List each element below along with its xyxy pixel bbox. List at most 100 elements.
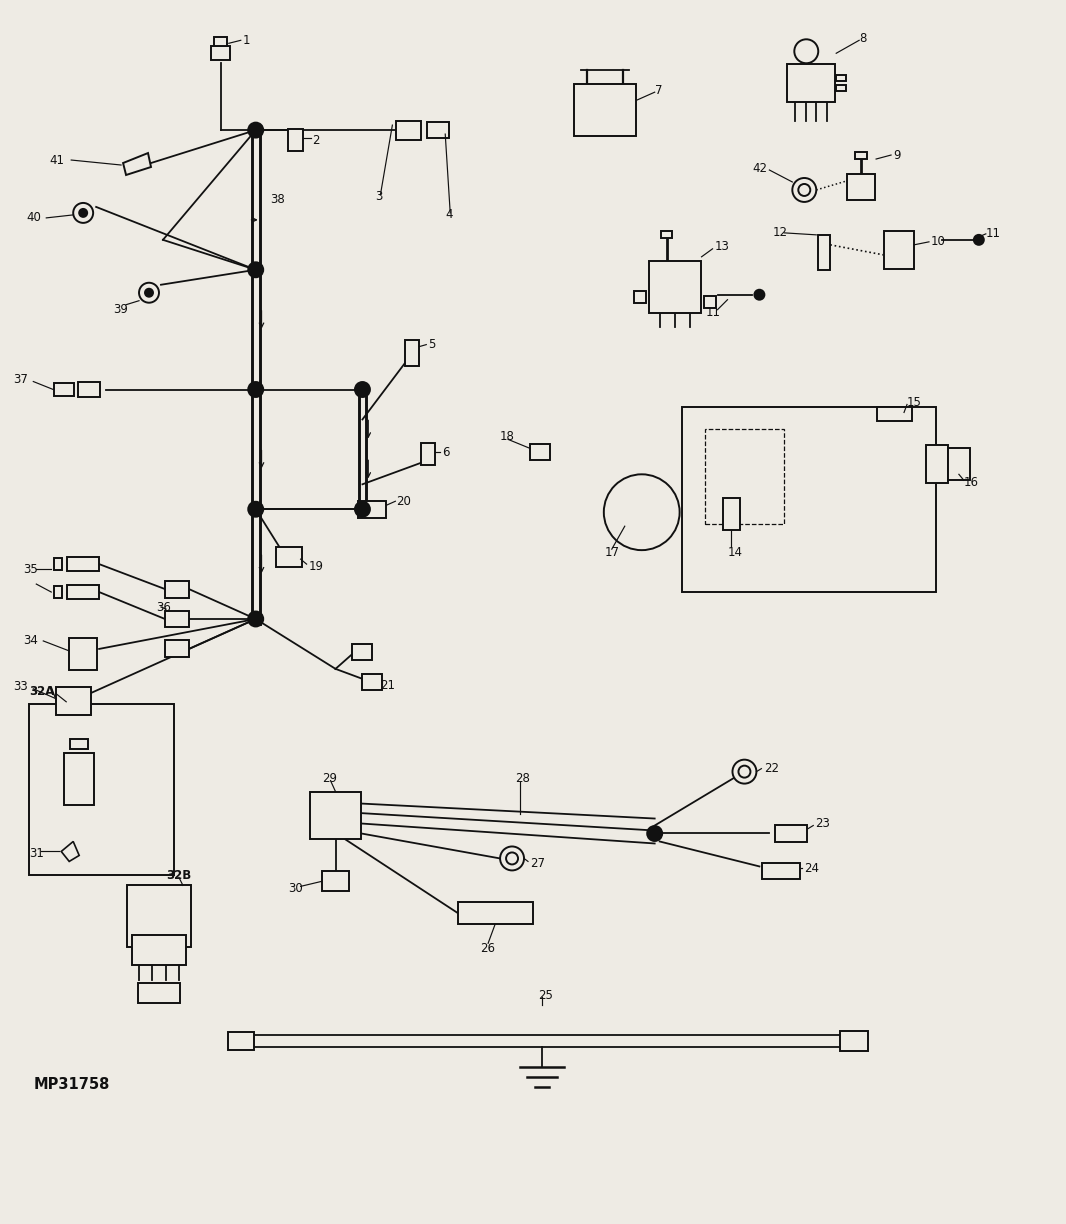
Bar: [574, 84, 635, 136]
Bar: [649, 261, 700, 312]
Bar: [704, 296, 715, 307]
Bar: [55, 687, 91, 715]
Bar: [69, 638, 97, 670]
Text: 2: 2: [312, 133, 320, 147]
Text: 11: 11: [706, 306, 721, 319]
Bar: [723, 498, 741, 530]
Bar: [633, 291, 646, 302]
Bar: [276, 547, 302, 567]
Text: MP31758: MP31758: [33, 1077, 110, 1093]
Bar: [840, 1031, 868, 1051]
Bar: [64, 753, 94, 804]
Text: 1: 1: [243, 34, 251, 47]
Text: 41: 41: [49, 153, 64, 166]
Circle shape: [732, 760, 757, 783]
Bar: [309, 792, 361, 840]
Text: 16: 16: [964, 476, 979, 488]
Circle shape: [145, 289, 154, 296]
Text: 30: 30: [289, 881, 304, 895]
Bar: [819, 235, 830, 271]
Text: 37: 37: [14, 373, 28, 386]
Bar: [836, 86, 846, 91]
Circle shape: [792, 177, 817, 202]
Bar: [165, 640, 189, 657]
Circle shape: [248, 382, 263, 397]
Bar: [855, 152, 867, 159]
Bar: [30, 704, 174, 875]
Text: 11: 11: [986, 228, 1001, 240]
Circle shape: [79, 209, 87, 217]
Circle shape: [755, 290, 764, 300]
Polygon shape: [123, 153, 151, 175]
Text: 12: 12: [773, 226, 788, 240]
Bar: [211, 47, 230, 60]
Text: 40: 40: [27, 212, 42, 224]
Bar: [67, 585, 99, 599]
Circle shape: [139, 283, 159, 302]
Circle shape: [74, 203, 93, 223]
Bar: [775, 825, 807, 842]
Text: 42: 42: [753, 162, 768, 175]
Text: 34: 34: [23, 634, 38, 647]
Text: 17: 17: [604, 546, 619, 558]
Text: 31: 31: [30, 847, 44, 860]
Text: 33: 33: [14, 681, 28, 693]
Bar: [884, 231, 914, 269]
Bar: [54, 586, 62, 599]
Circle shape: [248, 262, 263, 278]
Text: 8: 8: [859, 32, 867, 45]
Text: 27: 27: [530, 857, 545, 870]
Bar: [682, 406, 936, 591]
Text: 18: 18: [500, 430, 515, 443]
Circle shape: [500, 847, 524, 870]
Text: 6: 6: [442, 446, 450, 459]
Bar: [138, 983, 180, 1004]
Text: 32A: 32A: [30, 685, 54, 699]
Bar: [67, 557, 99, 572]
Bar: [847, 174, 875, 200]
Text: 15: 15: [907, 397, 922, 409]
Text: 38: 38: [270, 193, 285, 207]
Bar: [421, 443, 435, 465]
Polygon shape: [61, 841, 79, 862]
Text: 9: 9: [893, 148, 901, 162]
Bar: [70, 739, 88, 749]
Bar: [288, 129, 303, 151]
Bar: [228, 1032, 254, 1050]
Bar: [405, 339, 419, 366]
Bar: [661, 231, 673, 239]
Bar: [836, 75, 846, 81]
Bar: [353, 644, 372, 660]
Bar: [530, 444, 550, 460]
Text: 29: 29: [323, 772, 338, 785]
Bar: [358, 501, 386, 518]
Circle shape: [248, 502, 263, 517]
Bar: [427, 122, 449, 138]
Bar: [131, 935, 187, 966]
Text: 21: 21: [381, 679, 395, 693]
Circle shape: [739, 766, 750, 777]
Text: 35: 35: [23, 563, 38, 575]
Bar: [78, 382, 100, 398]
Text: 36: 36: [156, 601, 171, 613]
Bar: [54, 558, 62, 570]
Circle shape: [794, 39, 819, 64]
Circle shape: [355, 502, 370, 517]
Bar: [926, 446, 948, 483]
Bar: [788, 64, 835, 102]
Text: 3: 3: [375, 191, 383, 203]
Bar: [54, 383, 75, 397]
Text: 7: 7: [655, 83, 662, 97]
Bar: [322, 871, 350, 891]
Text: 39: 39: [113, 304, 128, 316]
Text: 19: 19: [308, 559, 324, 573]
Circle shape: [974, 235, 984, 245]
Circle shape: [248, 612, 263, 627]
Text: 14: 14: [727, 546, 743, 558]
Text: 23: 23: [815, 816, 830, 830]
Circle shape: [248, 122, 263, 137]
Circle shape: [798, 184, 810, 196]
Bar: [214, 37, 227, 45]
Text: 4: 4: [446, 208, 453, 222]
Text: 13: 13: [714, 240, 729, 253]
